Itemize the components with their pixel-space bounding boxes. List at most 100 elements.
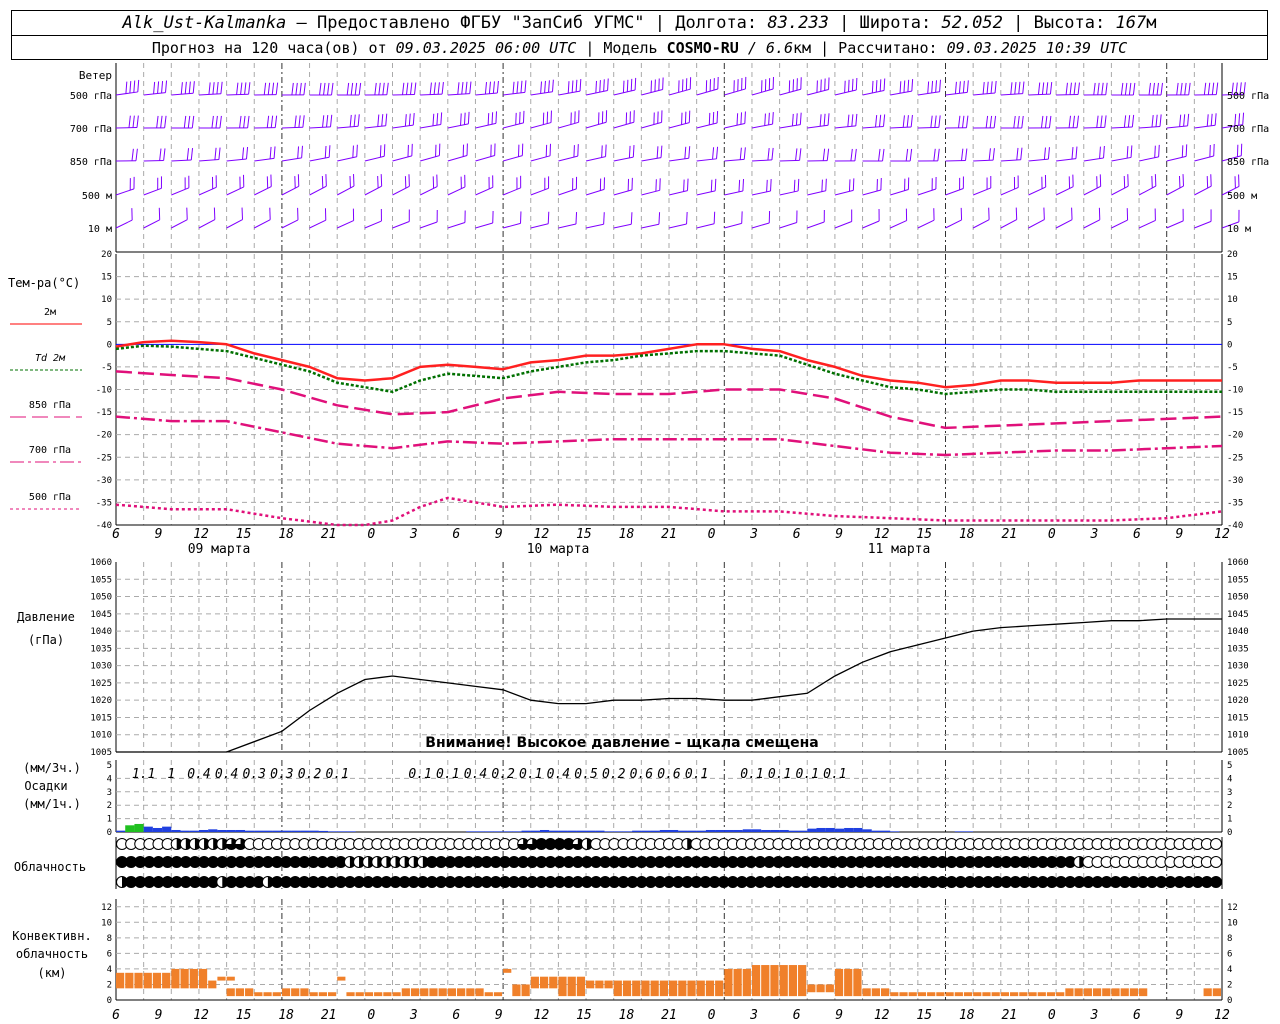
- precip-bar: [493, 831, 504, 832]
- precip-bar: [503, 831, 513, 832]
- wind-panel: [115, 76, 1246, 229]
- wind-barb-feather: [1072, 115, 1075, 128]
- wind-barb-feather: [163, 148, 166, 161]
- wind-barb-feather: [1075, 146, 1078, 159]
- wind-barb-shaft: [834, 221, 852, 229]
- wind-barb-shaft: [668, 157, 689, 162]
- wind-barb-feather: [160, 115, 163, 128]
- conv-bar: [152, 972, 162, 989]
- wind-barb-shaft: [751, 123, 773, 129]
- precip-3h-label: 0.6: [630, 767, 654, 782]
- wind-barb: [530, 176, 550, 196]
- wind-barb-shaft: [641, 189, 660, 196]
- wind-barb-feather: [844, 80, 846, 93]
- wind-barb-feather: [764, 113, 766, 126]
- wind-barb-feather: [994, 80, 997, 94]
- wind-barb-shaft: [475, 186, 494, 196]
- wind-barb-shaft: [143, 159, 164, 162]
- conv-tick-right: 12: [1227, 903, 1238, 913]
- wind-barb-feather: [738, 179, 741, 192]
- wind-barb-feather: [899, 81, 902, 94]
- wind-barb-shaft: [862, 189, 882, 196]
- wind-barb-feather: [567, 81, 570, 94]
- wind-barb-shaft: [226, 93, 249, 96]
- conv-segment: [281, 988, 309, 997]
- wind-barb-feather: [1099, 146, 1101, 159]
- pressure-tick-right: 1045: [1227, 610, 1249, 620]
- wind-barb-feather: [236, 82, 239, 95]
- wind-barb-feather: [1014, 82, 1017, 95]
- wind-barb: [613, 177, 633, 196]
- wind-barb-shaft: [309, 185, 327, 196]
- wind-barb-feather: [958, 115, 961, 128]
- conv-bar: [512, 984, 521, 997]
- wind-barb: [530, 110, 552, 129]
- conv-bar: [862, 988, 871, 997]
- pressure-tick-left: 1030: [90, 662, 112, 672]
- conv-bar: [300, 988, 309, 997]
- wind-barb: [1138, 144, 1160, 162]
- pressure-tick-right: 1060: [1227, 558, 1249, 568]
- wind-barb-shaft: [779, 190, 799, 196]
- conv-bar: [678, 980, 687, 997]
- wind-barb: [751, 76, 774, 96]
- wind-barb-feather: [605, 144, 607, 157]
- precip-unit1: (мм/1ч.): [23, 797, 81, 811]
- wind-barb-shaft: [502, 122, 524, 129]
- precip-bar: [798, 830, 808, 832]
- wind-barb-shaft: [613, 89, 636, 96]
- precip-bar: [272, 830, 282, 832]
- wind-barb-feather: [324, 145, 327, 159]
- wind-barb: [281, 207, 299, 229]
- wind-barb-feather: [852, 178, 855, 191]
- wind-barb: [337, 114, 360, 129]
- wind-barb-feather: [1183, 114, 1186, 127]
- wind-barb-feather: [408, 113, 411, 126]
- wind-barb-feather: [242, 147, 245, 160]
- wind-barb-shaft: [502, 222, 521, 229]
- cloud-fill: [572, 838, 584, 850]
- conv-segment: [890, 992, 917, 997]
- wind-barb-shaft: [613, 121, 635, 129]
- wind-barb-shaft: [751, 222, 770, 229]
- pressure-tick-right: 1050: [1227, 593, 1249, 603]
- wind-barb: [1000, 115, 1024, 129]
- wind-barb-feather: [1210, 113, 1213, 126]
- conv-bar: [936, 992, 945, 997]
- conv-bar: [429, 988, 438, 997]
- conv-bar: [705, 980, 715, 997]
- wind-barb-shaft: [1221, 155, 1242, 162]
- hour-tick-bottom: 3: [409, 1008, 418, 1023]
- wind-barb: [1139, 82, 1163, 96]
- wind-barb-feather: [1044, 115, 1048, 129]
- wind-barb-shaft: [917, 91, 940, 96]
- wind-barb-feather: [875, 80, 878, 93]
- wind-barb-feather: [512, 81, 515, 94]
- wind-barb: [668, 178, 689, 196]
- conv-segment: [1203, 988, 1221, 997]
- wind-barb: [1083, 207, 1101, 229]
- wind-barb-feather: [349, 114, 352, 127]
- wind-barb: [226, 174, 245, 196]
- conv-bar: [1028, 992, 1037, 997]
- wind-barb-feather: [1176, 82, 1179, 96]
- wind-barb: [1083, 82, 1108, 96]
- wind-barb-shaft: [364, 185, 382, 196]
- conv-bar: [447, 988, 457, 997]
- wind-barb-feather: [379, 145, 382, 158]
- wind-barb-feather: [188, 81, 191, 94]
- wind-barb: [254, 207, 271, 229]
- legend-label: Td 2м: [35, 353, 66, 364]
- wind-barb: [475, 210, 494, 229]
- precip-tick-right: 5: [1227, 761, 1232, 771]
- wind-barb-feather: [743, 147, 746, 160]
- wind-barb-feather: [964, 148, 968, 161]
- wind-barb-feather: [713, 211, 716, 224]
- precip-bar: [604, 831, 614, 832]
- conv-bar: [1019, 992, 1028, 997]
- wind-barb-feather: [208, 82, 211, 95]
- conv-bar: [761, 965, 770, 997]
- hour-tick-mid: 6: [1133, 527, 1141, 542]
- wind-barb-shaft: [890, 189, 909, 196]
- wind-barb-shaft: [281, 126, 303, 129]
